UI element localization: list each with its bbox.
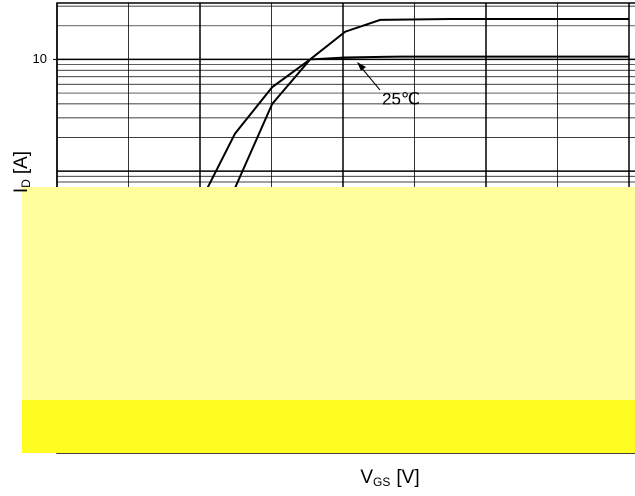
overlay [22,187,635,400]
series-label: 25℃ [382,89,420,108]
arrow-head [357,62,366,71]
y-label-unit: [A] [11,151,32,174]
x-label-main: V [360,467,373,488]
y-tick-label: 10 [33,51,47,66]
line-series [231,55,629,194]
overlay [22,400,635,453]
x-axis-label: VGS [V] [360,467,419,489]
annotation-arrow [359,65,381,91]
y-label-sub: D [19,179,33,188]
x-label-unit: [V] [396,467,419,488]
y-axis-label: ID [A] [11,151,33,193]
x-label-sub: GS [373,475,390,489]
y-label-main: I [11,188,32,193]
line-series [204,18,629,194]
